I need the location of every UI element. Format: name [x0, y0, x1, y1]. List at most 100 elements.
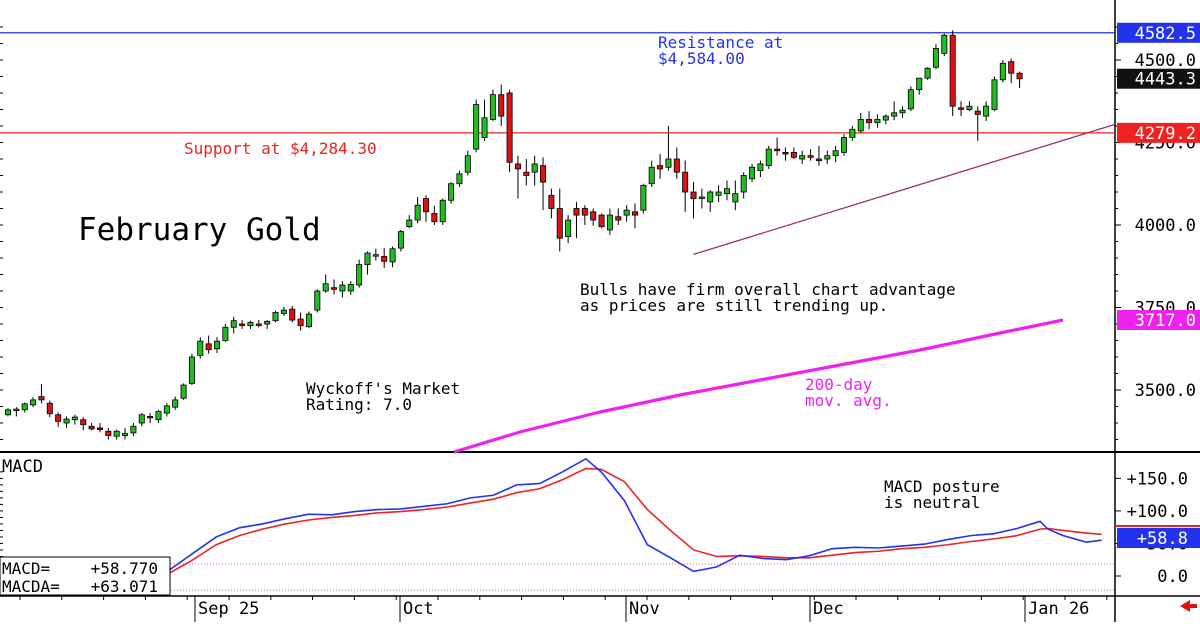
- scroll-left-arrow-icon[interactable]: [1180, 600, 1197, 612]
- date-tick-label: Jan 26: [1028, 599, 1089, 619]
- candle-body: [615, 216, 622, 221]
- candle-body: [255, 323, 262, 326]
- candle-body: [448, 183, 455, 201]
- support-tag: 4279.2: [1135, 124, 1196, 144]
- candle-body: [205, 343, 212, 351]
- candle-body: [983, 105, 990, 117]
- candle-body: [723, 188, 730, 195]
- resistance-label: Resistance at $4,584.00: [658, 33, 783, 68]
- candle-body: [815, 158, 822, 162]
- candle-body: [891, 112, 898, 117]
- candle-body: [314, 290, 321, 311]
- candle-body: [648, 166, 655, 185]
- macda-readout-value: +63.071: [91, 577, 158, 596]
- candle-body: [673, 158, 680, 173]
- price-tick-label: 4500.0: [1135, 51, 1196, 71]
- candle-body: [606, 214, 613, 231]
- macd-readout-value: +58.770: [91, 559, 158, 578]
- candle-body: [147, 415, 154, 419]
- candle-body: [740, 175, 747, 193]
- macd-tick-label: +150.0: [1127, 469, 1188, 489]
- candle-body: [999, 62, 1006, 81]
- candle-body: [707, 191, 714, 203]
- candle-body: [213, 340, 220, 350]
- macd-readout-box: [0, 556, 171, 596]
- candle-body: [138, 414, 145, 424]
- candle-body: [523, 171, 530, 176]
- candle-body: [122, 433, 129, 436]
- candle-body: [414, 204, 421, 221]
- candle-body: [907, 89, 914, 110]
- candle-body: [514, 163, 521, 170]
- candle-body: [456, 173, 463, 185]
- candle-body: [774, 148, 781, 152]
- macd-readout-label: MACD=: [2, 559, 50, 578]
- candle-body: [556, 208, 563, 239]
- trendline: [693, 123, 1116, 255]
- candle-body: [690, 191, 697, 199]
- candle-body: [640, 184, 647, 211]
- candle-body: [364, 252, 371, 266]
- candle-body: [590, 211, 597, 221]
- candle-body: [347, 283, 354, 292]
- candle-body: [916, 77, 923, 91]
- macd-tag-bg: [1117, 528, 1200, 548]
- candle-body: [949, 34, 956, 107]
- candle-body: [372, 254, 379, 257]
- candle-body: [782, 151, 789, 155]
- candle-body: [389, 248, 396, 263]
- ma200-line: [453, 318, 1064, 454]
- candle-body: [481, 117, 488, 138]
- candle-body: [932, 48, 939, 68]
- candle-body: [21, 403, 28, 411]
- candle-body: [222, 326, 229, 341]
- candle-body: [682, 171, 689, 193]
- candle-body: [899, 109, 906, 114]
- candle-body: [5, 409, 11, 416]
- candle-body: [715, 191, 722, 196]
- candle-body: [799, 155, 806, 160]
- support-label: Support at $4,284.30: [184, 139, 377, 158]
- candle-body: [866, 119, 873, 124]
- candle-body: [406, 219, 413, 228]
- resistance-tag-bg: [1117, 22, 1200, 43]
- candle-body: [63, 418, 70, 424]
- candle-body: [13, 408, 20, 412]
- candle-body: [807, 155, 814, 158]
- candle-body: [88, 425, 95, 430]
- macda-line: [169, 467, 1102, 574]
- candle-body: [180, 384, 187, 399]
- candle-body: [46, 402, 53, 415]
- candle-body: [280, 309, 287, 314]
- candle-body: [665, 158, 672, 168]
- candle-body: [824, 155, 831, 160]
- resistance-tag: 4582.5: [1135, 24, 1196, 44]
- date-tick-label: Oct: [403, 599, 434, 619]
- candle-body: [289, 308, 296, 321]
- macd-title: MACD: [2, 457, 43, 477]
- macd-tag: +58.8: [1137, 529, 1188, 549]
- price-tick-label: 3500.0: [1135, 381, 1196, 401]
- candle-body: [197, 340, 204, 356]
- macd-tick-label: 0.0: [1157, 567, 1188, 587]
- candle-body: [531, 163, 538, 173]
- candle-body: [397, 231, 404, 249]
- support-tag-bg: [1117, 122, 1200, 143]
- candle-body: [581, 208, 588, 216]
- candle-body: [422, 198, 429, 213]
- ma200-label: 200-day mov. avg.: [805, 375, 892, 410]
- candle-body: [489, 94, 496, 120]
- ma-tag: 3717.0: [1135, 311, 1196, 331]
- candle-body: [498, 94, 505, 117]
- candle-body: [841, 137, 848, 153]
- candle-body: [297, 318, 304, 327]
- candle-body: [623, 209, 630, 216]
- last-price-tag-bg: [1117, 68, 1200, 89]
- candle-body: [1016, 72, 1023, 80]
- candle-body: [540, 165, 547, 183]
- candle-body: [80, 419, 87, 426]
- candle-body: [849, 128, 856, 138]
- candle-body: [966, 105, 973, 110]
